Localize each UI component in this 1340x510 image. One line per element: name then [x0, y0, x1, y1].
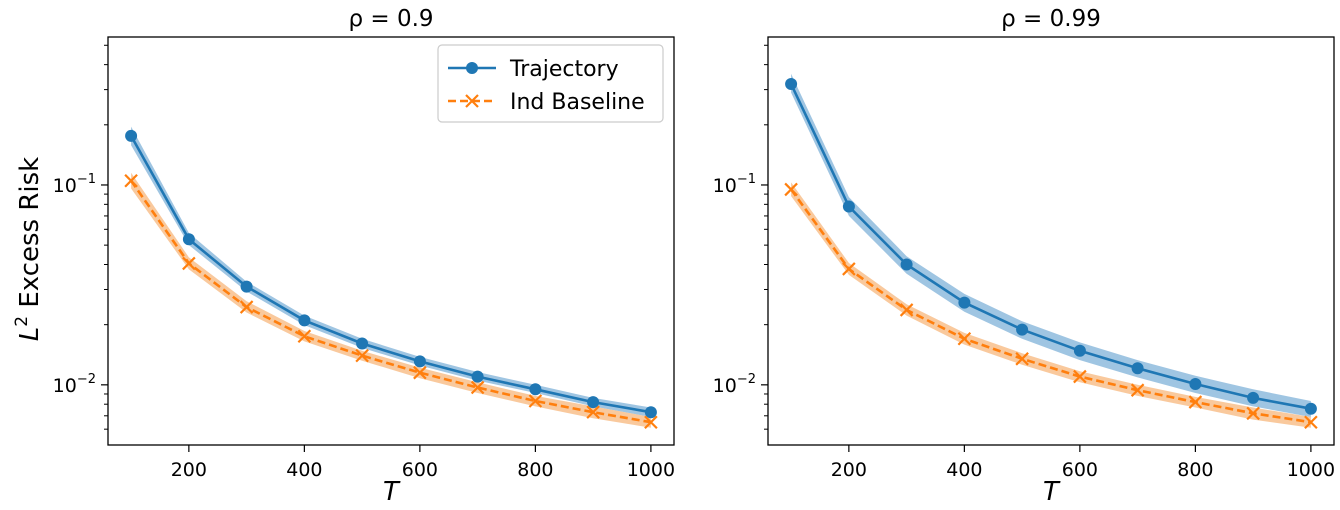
point-baseline: [239, 300, 254, 314]
axes-frame: [107, 36, 675, 446]
legend-baseline-marker: [465, 94, 479, 108]
x-tick-label: 800: [1177, 459, 1213, 481]
legend-baseline-label: Ind Baseline: [510, 90, 645, 115]
point-trajectory: [471, 370, 484, 383]
point-baseline: [297, 329, 312, 344]
point-baseline: [413, 365, 427, 380]
point-trajectory: [842, 200, 855, 213]
series-line-trajectory: [129, 135, 652, 414]
point-baseline: [899, 303, 914, 317]
point-baseline: [842, 262, 856, 276]
x-tick-label: 200: [831, 459, 867, 481]
x-tick-label: 200: [171, 459, 207, 481]
x-tick-label: 400: [286, 459, 322, 481]
point-baseline: [1188, 395, 1203, 409]
panel-title: ρ = 0.99: [1001, 6, 1101, 32]
band-baseline: [791, 182, 1311, 428]
x-tick-label: 600: [402, 459, 438, 481]
point-trajectory: [1247, 391, 1260, 404]
y-tick-label: 10−2: [53, 372, 96, 397]
point-baseline: [1015, 352, 1029, 366]
legend-trajectory-marker: [466, 62, 478, 74]
legend-trajectory-label: Trajectory: [509, 57, 619, 82]
legend: Trajectory Ind Baseline: [437, 44, 664, 123]
x-tick-label: 1000: [1287, 459, 1335, 481]
x-axis-label: T: [1043, 477, 1061, 507]
point-trajectory: [182, 233, 195, 246]
axes-frame: [767, 36, 1335, 446]
point-baseline: [1130, 383, 1145, 397]
point-baseline: [957, 331, 972, 346]
point-trajectory: [958, 296, 971, 309]
y-tick-label: 10−1: [713, 172, 756, 197]
point-trajectory: [1189, 378, 1202, 390]
ylabel-sup: 2: [12, 316, 32, 327]
point-baseline: [1246, 406, 1260, 421]
svg-text:L2 Excess Risk: L2 Excess Risk: [12, 157, 45, 342]
point-baseline: [182, 256, 196, 271]
point-baseline: [784, 182, 798, 197]
point-trajectory: [785, 78, 798, 90]
point-trajectory: [644, 406, 657, 419]
legend-frame: [437, 44, 664, 123]
band-trajectory: [791, 73, 1311, 418]
series-line-baseline: [790, 188, 1312, 424]
point-baseline: [355, 348, 369, 363]
point-trajectory: [1073, 344, 1086, 357]
band-baseline: [131, 172, 651, 428]
ylabel-l: L: [15, 327, 45, 342]
point-trajectory: [1131, 362, 1144, 375]
series-line-trajectory: [789, 83, 1312, 410]
point-trajectory: [298, 314, 311, 327]
panel-rho-0-9: 200 400 600 800 1000 10−1 10−2 ρ = 0.9 T: [53, 6, 675, 507]
global-ylabel: L2 Excess Risk: [12, 157, 45, 342]
point-baseline: [1304, 415, 1318, 430]
point-trajectory: [587, 396, 600, 409]
x-axis-label: T: [383, 477, 401, 507]
x-tick-label: 600: [1062, 459, 1098, 481]
point-baseline: [1073, 369, 1087, 384]
point-trajectory: [240, 280, 253, 293]
x-tick-label: 1000: [627, 459, 675, 481]
point-trajectory: [125, 129, 138, 142]
point-baseline: [528, 394, 543, 408]
point-trajectory: [900, 258, 913, 271]
band-trajectory: [131, 126, 651, 417]
panel-title: ρ = 0.9: [348, 6, 433, 32]
x-tick-label: 400: [946, 459, 982, 481]
ylabel-rest: Excess Risk: [15, 157, 45, 316]
point-baseline: [644, 415, 658, 430]
y-tick-label: 10−2: [713, 372, 756, 397]
y-tick-label: 10−1: [53, 172, 96, 197]
point-baseline: [470, 380, 485, 395]
panel-rho-0-99: 200 400 600 800 1000 10−1 10−2 ρ = 0.99 T: [713, 6, 1335, 507]
point-baseline: [124, 173, 138, 188]
point-trajectory: [413, 355, 426, 368]
point-trajectory: [356, 337, 369, 350]
point-trajectory: [1304, 402, 1317, 415]
point-baseline: [586, 405, 600, 419]
series-line-baseline: [130, 179, 652, 424]
point-trajectory: [1016, 323, 1029, 336]
point-trajectory: [529, 383, 542, 396]
x-tick-label: 800: [517, 459, 553, 481]
